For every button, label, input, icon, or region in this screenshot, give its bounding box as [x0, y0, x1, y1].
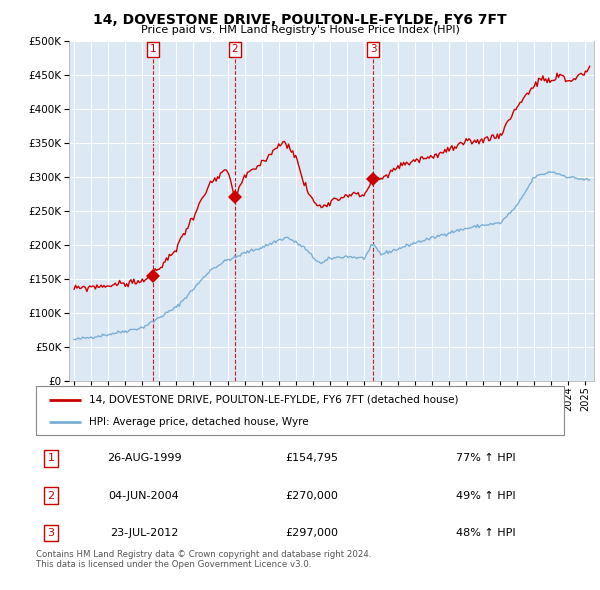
- Text: £154,795: £154,795: [286, 454, 338, 463]
- Text: HPI: Average price, detached house, Wyre: HPI: Average price, detached house, Wyre: [89, 417, 308, 427]
- Text: 26-AUG-1999: 26-AUG-1999: [107, 454, 181, 463]
- Text: 1: 1: [150, 44, 157, 54]
- FancyBboxPatch shape: [36, 386, 564, 435]
- Text: 48% ↑ HPI: 48% ↑ HPI: [456, 528, 515, 537]
- Text: 3: 3: [370, 44, 377, 54]
- Text: 14, DOVESTONE DRIVE, POULTON-LE-FYLDE, FY6 7FT: 14, DOVESTONE DRIVE, POULTON-LE-FYLDE, F…: [93, 13, 507, 27]
- Text: £297,000: £297,000: [286, 528, 338, 537]
- Text: £270,000: £270,000: [286, 491, 338, 500]
- Text: 77% ↑ HPI: 77% ↑ HPI: [456, 454, 515, 463]
- Text: 49% ↑ HPI: 49% ↑ HPI: [456, 491, 515, 500]
- Text: 04-JUN-2004: 04-JUN-2004: [109, 491, 179, 500]
- Text: 2: 2: [232, 44, 238, 54]
- Text: 3: 3: [47, 528, 55, 537]
- Text: 1: 1: [47, 454, 55, 463]
- Text: 23-JUL-2012: 23-JUL-2012: [110, 528, 178, 537]
- Text: 14, DOVESTONE DRIVE, POULTON-LE-FYLDE, FY6 7FT (detached house): 14, DOVESTONE DRIVE, POULTON-LE-FYLDE, F…: [89, 395, 458, 405]
- Text: 2: 2: [47, 491, 55, 500]
- Text: Contains HM Land Registry data © Crown copyright and database right 2024.
This d: Contains HM Land Registry data © Crown c…: [36, 550, 371, 569]
- Text: Price paid vs. HM Land Registry's House Price Index (HPI): Price paid vs. HM Land Registry's House …: [140, 25, 460, 35]
